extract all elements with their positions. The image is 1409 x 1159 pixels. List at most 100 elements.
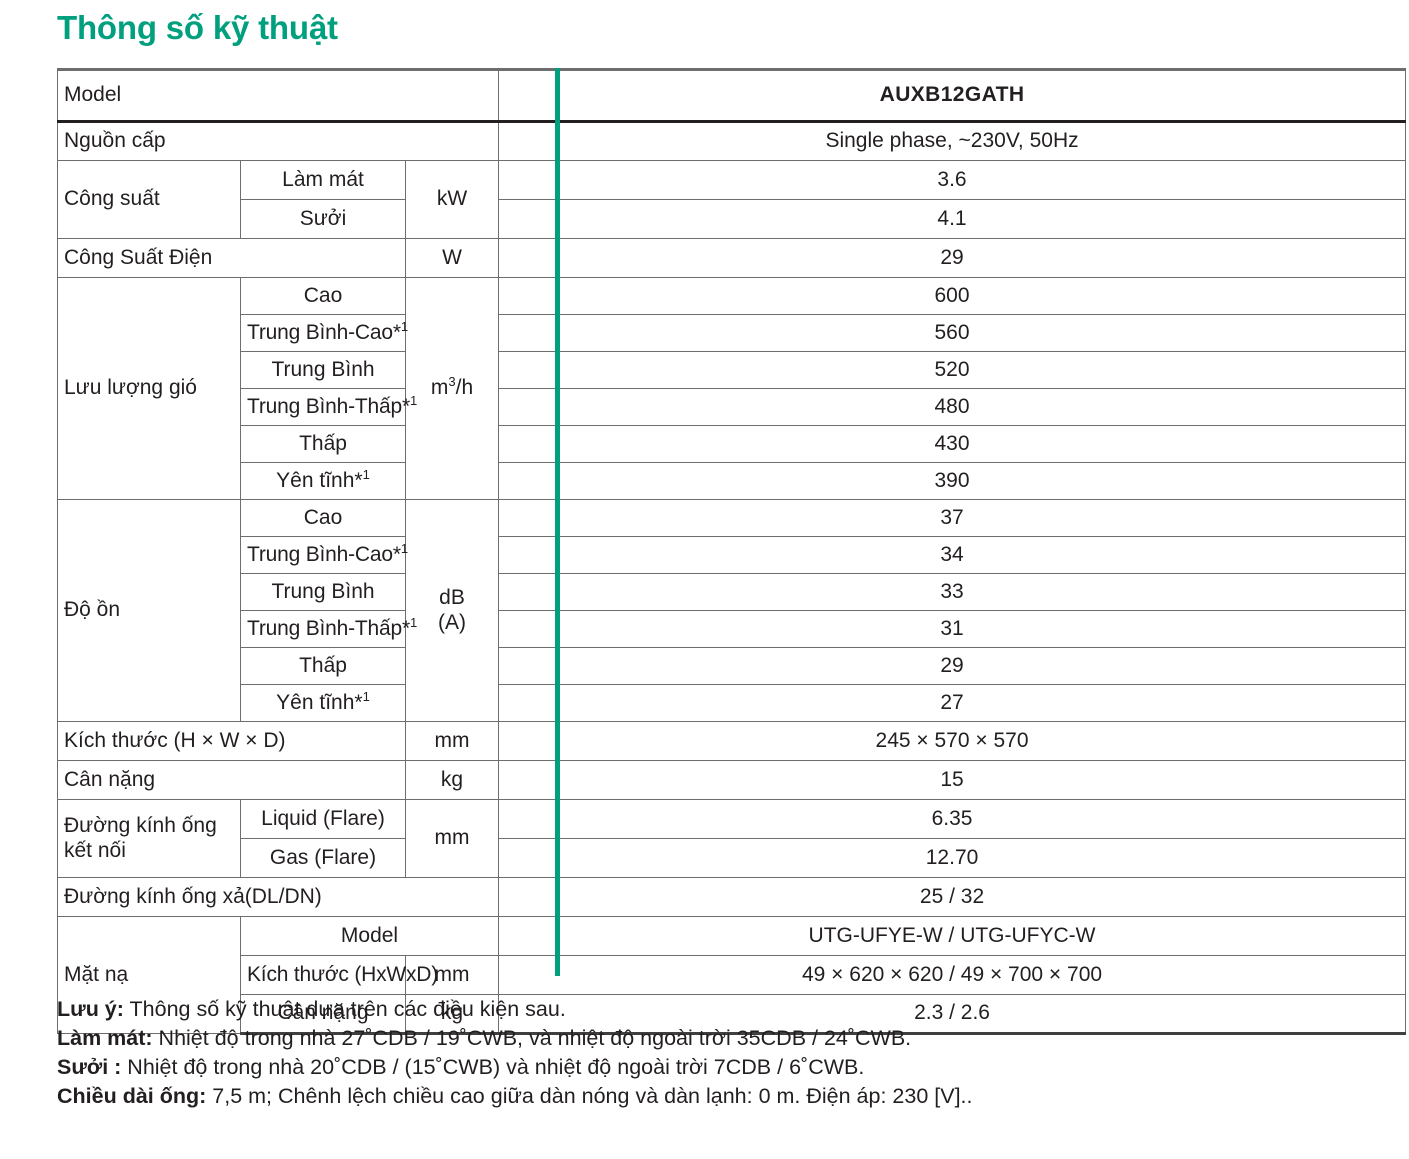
cell-value-noise-quiet: 27 [498,684,1407,722]
table-row-noise-medhigh: Trung Bình-Cao*1 34 [58,536,1407,574]
footnote-text-pipe-length: 7,5 m; Chênh lệch chiều cao giữa dàn nón… [206,1084,973,1108]
cell-value-panel-weight: 2.3 / 2.6 [498,994,1407,1035]
cell-value-noise-med: 33 [498,573,1407,611]
table-row-dimensions: Kích thước (H × W × D) mm 245 × 570 × 57… [57,721,1407,761]
cell-value-airflow-low: 430 [498,425,1407,463]
table-row-power-input: Công Suất Điện W 29 [57,238,1407,278]
unit-db-line2: (A) [438,610,467,634]
cell-sub-airflow-quiet: Yên tĩnh*1 [240,462,406,500]
table-row-drain-pipe: Đường kính ống xả(DL/DN) 25 / 32 [56,877,1407,917]
table-row-noise-low: Thấp 29 [58,647,1407,685]
table-row-pipe-liquid: Đường kính ống kết nối Liquid (Flare) mm… [57,799,1407,878]
unit-m3h-base: m [430,376,449,400]
cell-sub-panel-model: Model [239,916,500,956]
footnote-marker: 1 [362,466,370,482]
cell-value-capacity-heating: 4.1 [498,199,1407,239]
table-row-panel-model: Mặt nạ Model UTG-UFYE-W / UTG-UFYC-W [57,916,1407,1034]
cell-unit-kg-1: kg [404,760,500,800]
cell-label-power-input: Công Suất Điện [57,238,406,278]
cell-sub-cooling: Làm mát [240,160,406,200]
sub-quiet-text: Yên tĩnh* [276,690,363,714]
cell-sub-gas: Gas (Flare) [240,838,406,878]
table-row-panel-weight: Cân nặng kg 2.3 / 2.6 [58,994,1407,1035]
table-row-airflow-low: Thấp 430 [58,425,1407,463]
footnote-label-note: Lưu ý: [57,997,124,1021]
cell-value-noise-medlow: 31 [498,610,1407,648]
unit-db-line1: dB [439,586,465,610]
cell-sub-noise-high: Cao [240,499,406,537]
accent-divider [555,68,560,976]
cell-value-dimensions: 245 × 570 × 570 [498,721,1407,761]
cell-unit-w: W [404,238,500,278]
cell-sub-heating: Sưởi [240,199,406,239]
cell-sub-noise-med: Trung Bình [240,573,406,611]
page-title: Thông số kỹ thuật [57,9,338,46]
footnotes: Lưu ý: Thông số kỹ thuật dựa trên các đi… [57,995,1397,1111]
sub-medlow-text: Trung Bình-Thấp* [247,616,410,640]
sub-medhigh-text: Trung Bình-Cao* [247,320,401,344]
table-row-noise-medlow: Trung Bình-Thấp*1 31 [58,610,1407,648]
table-row-airflow-med: Trung Bình 520 [58,351,1407,389]
cell-sub-liquid: Liquid (Flare) [240,799,406,839]
cell-label-capacity: Công suất [57,160,241,239]
footnote-line-cooling: Làm mát: Nhiệt độ trong nhà 27˚CDB / 19˚… [57,1024,1397,1053]
cell-label-drain-pipe: Đường kính ống xả(DL/DN) [56,877,500,917]
footnote-text-note: Thông số kỹ thuật dựa trên các điều kiện… [123,997,566,1021]
cell-sub-noise-medhigh: Trung Bình-Cao*1 [240,536,408,574]
cell-unit-mm-1: mm [404,721,500,761]
table-row-noise-quiet: Yên tĩnh*1 27 [58,684,1407,722]
table-row-weight: Cân nặng kg 15 [57,760,1407,800]
footnote-line-pipe-length: Chiều dài ống: 7,5 m; Chênh lệch chiều c… [57,1082,1397,1111]
cell-label-pipe-diameter: Đường kính ống kết nối [57,799,241,878]
cell-sub-noise-low: Thấp [240,647,406,685]
table-row-airflow-quiet: Yên tĩnh*1 390 [58,462,1407,500]
cell-unit-kw: kW [404,160,500,239]
cell-value-capacity-cooling: 3.6 [498,160,1407,200]
cell-sub-airflow-medlow: Trung Bình-Thấp*1 [240,388,417,426]
cell-label-power-supply: Nguồn cấp [56,121,500,161]
cell-sub-panel-dimensions: Kích thước (HxWxD) [240,955,438,995]
cell-value-pipe-gas: 12.70 [498,838,1407,878]
table-row-airflow-medlow: Trung Bình-Thấp*1 480 [58,388,1407,426]
cell-value-airflow-medlow: 480 [498,388,1407,426]
cell-value-panel-dimensions: 49 × 620 × 620 / 49 × 700 × 700 [498,955,1407,995]
table-row-capacity-cooling: Công suất Làm mát kW 3.6 [57,160,1407,239]
cell-sub-airflow-low: Thấp [240,425,406,463]
footnote-text-heating: Nhiệt độ trong nhà 20˚CDB / (15˚CWB) và … [121,1055,865,1079]
footnote-marker: 1 [409,614,417,630]
cell-value-airflow-med: 520 [498,351,1407,389]
footnote-label-heating: Sưởi : [57,1055,122,1079]
sub-medhigh-text: Trung Bình-Cao* [247,542,401,566]
cell-unit-kg-2: kg [404,994,500,1035]
cell-value-noise-low: 29 [498,647,1407,685]
table-row-model: Model AUXB12GATH [56,68,1407,123]
cell-value-airflow-medhigh: 560 [498,314,1407,352]
cell-value-noise-medhigh: 34 [498,536,1407,574]
cell-value-power-supply: Single phase, ~230V, 50Hz [498,121,1407,161]
cell-value-power-input: 29 [498,238,1407,278]
table-row-power-supply: Nguồn cấp Single phase, ~230V, 50Hz [56,121,1407,161]
cell-sub-panel-weight: Cân nặng [240,994,406,1035]
footnote-marker: 1 [409,392,417,408]
footnote-label-pipe-length: Chiều dài ống: [57,1084,207,1108]
footnote-marker: 1 [400,318,408,334]
footnote-marker: 1 [400,540,408,556]
cell-unit-mm-2: mm [404,799,500,878]
cell-label-weight: Cân nặng [57,760,406,800]
cell-value-pipe-liquid: 6.35 [498,799,1407,839]
cell-sub-airflow-medhigh: Trung Bình-Cao*1 [240,314,408,352]
cell-value-drain-pipe: 25 / 32 [498,877,1407,917]
table-row-panel-dimensions: Kích thước (HxWxD) mm 49 × 620 × 620 / 4… [58,955,1407,995]
footnote-line-note: Lưu ý: Thông số kỹ thuật dựa trên các đi… [57,995,1397,1024]
footnote-line-heating: Sưởi : Nhiệt độ trong nhà 20˚CDB / (15˚C… [57,1053,1397,1082]
cell-label-panel: Mặt nạ [57,916,241,1034]
specifications-table: Model AUXB12GATH Nguồn cấp Single phase,… [56,68,1407,1035]
table-row-noise-med: Trung Bình 33 [58,573,1407,611]
footnote-label-cooling: Làm mát: [57,1026,153,1050]
table-row-noise-high: Độ ồn Cao dB (A) 37 [57,499,1407,722]
cell-value-model: AUXB12GATH [498,68,1407,123]
unit-m3h-suffix: /h [455,376,474,400]
table-row-airflow-medhigh: Trung Bình-Cao*1 560 [58,314,1407,352]
footnote-marker: 1 [362,688,370,704]
